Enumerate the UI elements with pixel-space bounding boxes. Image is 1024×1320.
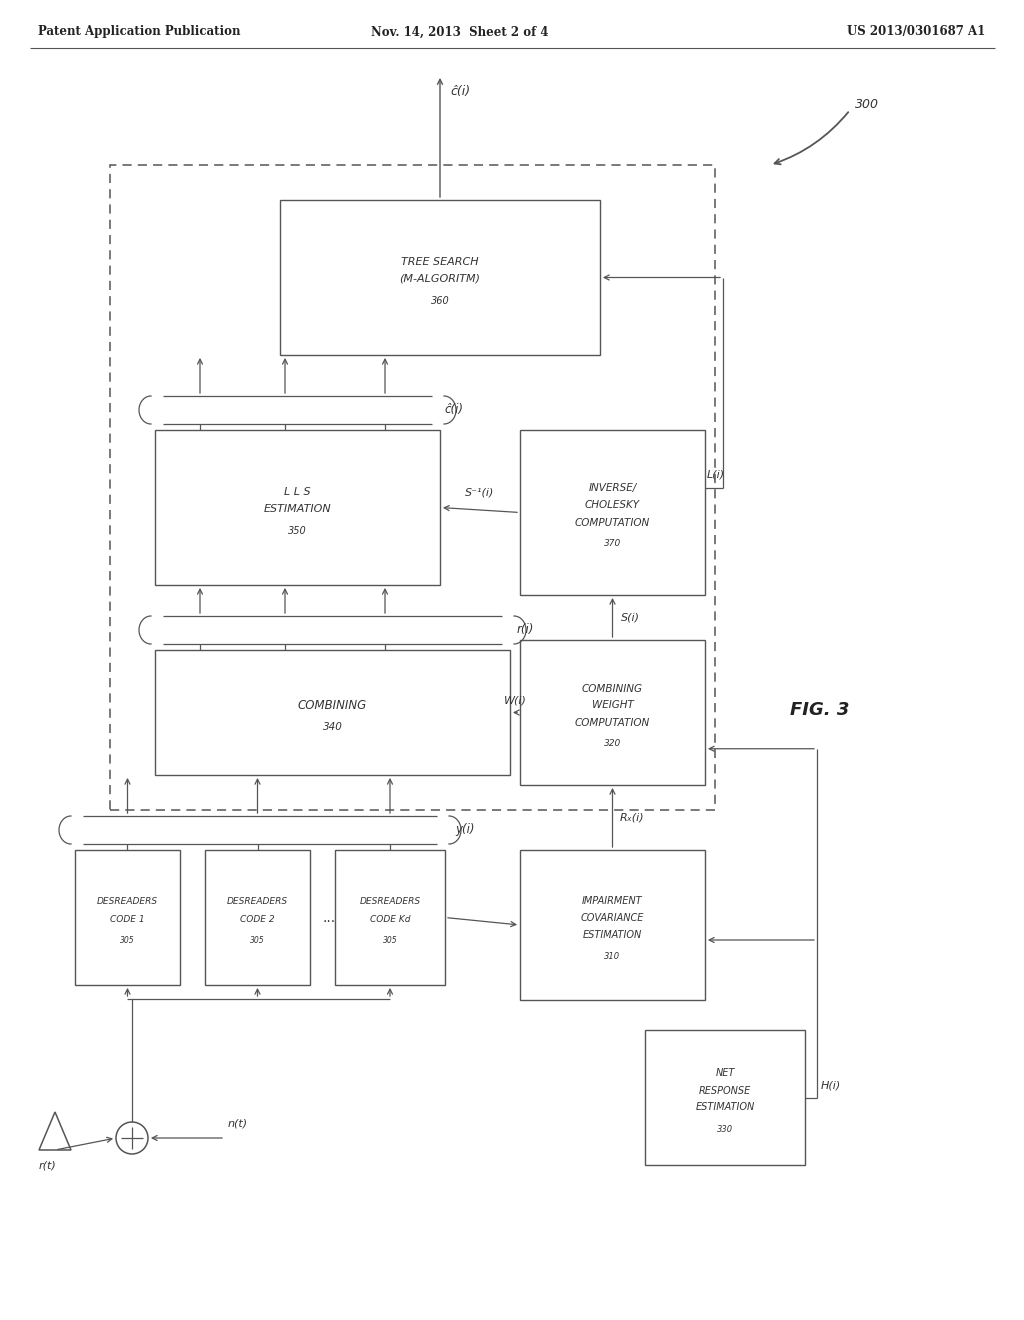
Bar: [280, 201, 600, 355]
Text: 310: 310: [604, 952, 621, 961]
Text: ĉ(i): ĉ(i): [450, 86, 470, 99]
Bar: [520, 850, 705, 1001]
Text: US 2013/0301687 A1: US 2013/0301687 A1: [847, 25, 985, 38]
Text: ...: ...: [323, 911, 336, 924]
Text: r(i): r(i): [517, 623, 535, 636]
Text: Rₓ(i): Rₓ(i): [620, 813, 644, 822]
Text: Patent Application Publication: Patent Application Publication: [38, 25, 241, 38]
Text: n(t): n(t): [228, 1118, 248, 1129]
Bar: [155, 430, 440, 585]
Text: CODE 2: CODE 2: [241, 915, 274, 924]
Text: COMPUTATION: COMPUTATION: [574, 517, 650, 528]
Text: DESREADERS: DESREADERS: [227, 898, 288, 907]
Text: TREE SEARCH: TREE SEARCH: [401, 257, 479, 267]
Bar: [645, 1030, 805, 1166]
Bar: [520, 640, 705, 785]
Text: ESTIMATION: ESTIMATION: [695, 1102, 755, 1113]
Text: y(i): y(i): [455, 824, 474, 837]
Text: H(i): H(i): [821, 1081, 842, 1090]
Text: CHOLESKY: CHOLESKY: [585, 500, 640, 511]
Text: FIG. 3: FIG. 3: [791, 701, 850, 719]
Text: DESREADERS: DESREADERS: [97, 898, 158, 907]
Text: 300: 300: [855, 99, 879, 111]
Text: ĉ(i): ĉ(i): [444, 404, 463, 417]
Bar: [155, 649, 510, 775]
Text: 305: 305: [250, 936, 265, 945]
Text: S(i): S(i): [621, 612, 640, 623]
Text: Nov. 14, 2013  Sheet 2 of 4: Nov. 14, 2013 Sheet 2 of 4: [372, 25, 549, 38]
Text: COVARIANCE: COVARIANCE: [581, 913, 644, 923]
Text: (M-ALGORITM): (M-ALGORITM): [399, 275, 480, 284]
Text: CODE 1: CODE 1: [111, 915, 144, 924]
Text: 305: 305: [120, 936, 135, 945]
Text: S⁻¹(i): S⁻¹(i): [465, 487, 495, 498]
Text: RESPONSE: RESPONSE: [698, 1085, 752, 1096]
Bar: [520, 430, 705, 595]
Text: r(t): r(t): [38, 1160, 56, 1170]
Bar: [205, 850, 310, 985]
Text: L(i): L(i): [707, 470, 725, 479]
Text: 330: 330: [717, 1125, 733, 1134]
Text: W(i): W(i): [504, 696, 526, 705]
Text: 320: 320: [604, 739, 622, 748]
Text: INVERSE/: INVERSE/: [589, 483, 637, 494]
Text: ESTIMATION: ESTIMATION: [263, 504, 332, 513]
Text: DESREADERS: DESREADERS: [359, 898, 421, 907]
Text: IMPAIRMENT: IMPAIRMENT: [583, 896, 643, 906]
Text: COMBINING: COMBINING: [582, 684, 643, 693]
Text: COMPUTATION: COMPUTATION: [574, 718, 650, 727]
Text: NET: NET: [716, 1068, 734, 1078]
Text: 305: 305: [383, 936, 397, 945]
Text: COMBINING: COMBINING: [298, 700, 368, 711]
Bar: [335, 850, 445, 985]
Text: 360: 360: [431, 296, 450, 306]
Text: 370: 370: [604, 540, 622, 549]
Text: 340: 340: [323, 722, 342, 733]
Text: ESTIMATION: ESTIMATION: [583, 931, 642, 940]
Bar: [75, 850, 180, 985]
Text: L L S: L L S: [285, 487, 311, 498]
Bar: [110, 165, 715, 810]
Text: WEIGHT: WEIGHT: [592, 701, 634, 710]
Text: CODE Kd: CODE Kd: [370, 915, 411, 924]
Text: 350: 350: [288, 525, 307, 536]
